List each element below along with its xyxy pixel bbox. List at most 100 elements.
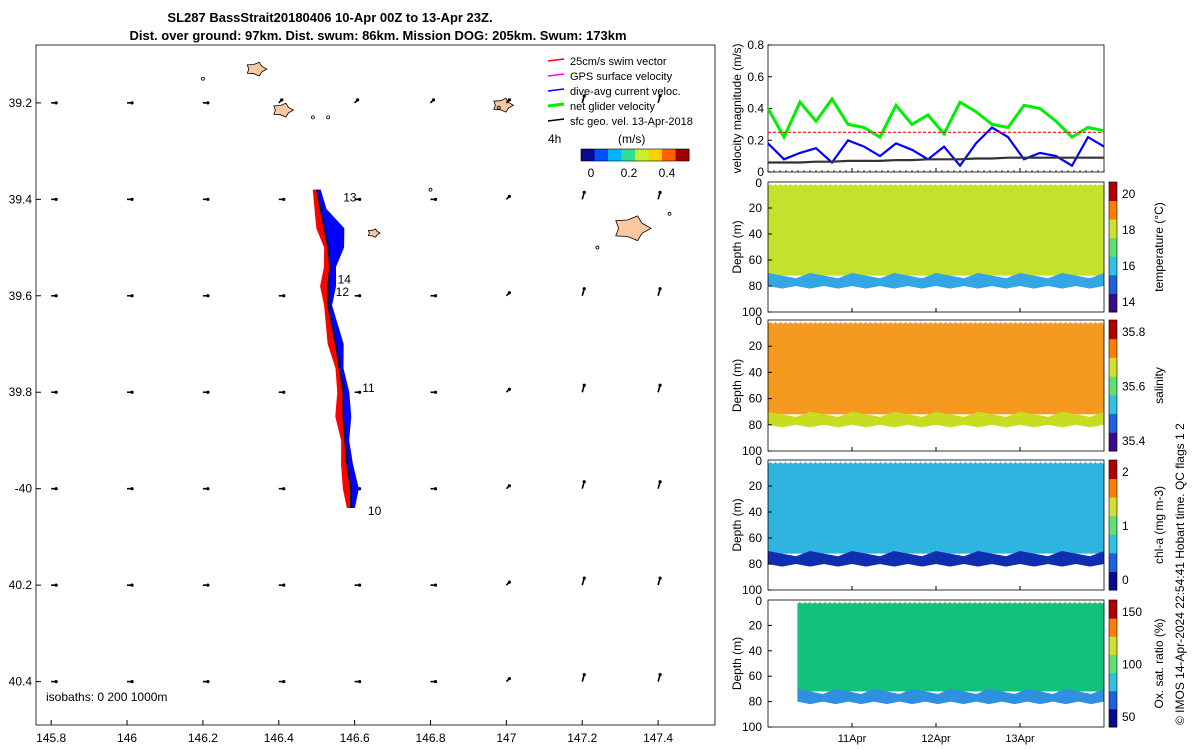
oxy-profile-scallop <box>814 598 820 604</box>
oxy-profile-scallop <box>989 598 995 604</box>
sal-ylabel: Depth (m) <box>730 359 744 412</box>
sal-profile-scallop <box>930 318 936 324</box>
chl-profile-scallop <box>915 458 921 464</box>
chl-profile-scallop <box>860 458 866 464</box>
geo-velocity-arrow-head <box>54 390 58 394</box>
sal-colorbar-segment <box>1109 338 1117 358</box>
chl-profile-scallop <box>1025 458 1031 464</box>
sal-y-tick-label: 40 <box>749 365 763 379</box>
map-y-tick-label: 39.8 <box>9 385 33 399</box>
chl-profile-scallop <box>805 458 811 464</box>
temp-profile-scallop <box>945 180 951 186</box>
sal-profile-scallop <box>970 318 976 324</box>
geo-velocity-arrow-head <box>54 583 58 587</box>
land-patch <box>273 102 295 118</box>
geo-velocity-arrow-head <box>433 197 438 201</box>
temp-profile-scallop <box>830 180 836 186</box>
temp-colorbar-segment <box>1109 182 1117 202</box>
colorbar-segment <box>662 149 676 161</box>
sal-profile-scallop <box>1040 318 1046 324</box>
oxy-y-tick-label: 20 <box>749 618 763 632</box>
chl-profile-scallop <box>985 458 991 464</box>
geo-velocity-arrow-head <box>54 679 58 684</box>
temp-profile-scallop <box>1070 180 1076 186</box>
colorbar-segment <box>635 149 649 161</box>
chl-profile-scallop <box>1055 458 1061 464</box>
geo-velocity-arrow-head <box>130 294 134 298</box>
chl-profile-scallop <box>840 458 846 464</box>
oxy-profile-scallop <box>974 598 980 604</box>
geo-velocity-arrow-head <box>206 101 210 105</box>
chl-profile-scallop <box>995 458 1001 464</box>
chl-profile-scallop <box>1065 458 1071 464</box>
chl-colorbar-segment <box>1109 515 1117 535</box>
colorbar-tick-label: 0.2 <box>621 166 638 180</box>
sal-profile-scallop <box>1050 318 1056 324</box>
temp-profile-scallop <box>800 180 806 186</box>
velocity-series-line <box>766 96 1105 141</box>
oxy-profile-scallop <box>1074 598 1080 604</box>
sal-colorbar-label: salinity <box>1152 367 1166 404</box>
geo-velocity-arrow-head <box>658 383 662 387</box>
oxy-profile-scallop <box>849 598 855 604</box>
temp-profile-scallop <box>1090 180 1096 186</box>
sal-profile-scallop <box>990 318 996 324</box>
sal-profile-scallop <box>1010 318 1016 324</box>
chl-profile-scallop <box>1090 458 1096 464</box>
chl-colorbar-segment <box>1109 571 1117 591</box>
temp-profile-scallop <box>970 180 976 186</box>
land-patch <box>246 61 268 77</box>
land-patch <box>615 215 652 242</box>
geo-velocity-arrow-head <box>582 190 586 194</box>
chl-profile-scallop <box>900 458 906 464</box>
chl-profile-scallop <box>1050 458 1056 464</box>
sal-profile-scallop <box>835 318 841 324</box>
chl-profile-scallop <box>895 458 901 464</box>
sal-profile-scallop <box>880 318 886 324</box>
sal-colorbar-segment <box>1109 413 1117 433</box>
sal-profile-scallop <box>805 318 811 324</box>
sal-profile-scallop <box>770 318 776 324</box>
temp-colorbar-segment <box>1109 256 1117 276</box>
geo-velocity-arrow-head <box>130 197 134 201</box>
temp-profile-scallop <box>860 180 866 186</box>
geo-velocity-arrow-head <box>130 390 134 394</box>
geo-velocity-arrow-head <box>582 672 586 677</box>
oxy-profile-scallop <box>954 598 960 604</box>
map-y-tick-label: -40 <box>15 482 33 496</box>
chl-profile-scallop <box>960 458 966 464</box>
chl-profile-scallop <box>1075 458 1081 464</box>
salinity-chart: 0 20 40 60 80 100 Depth (m) 35.4 35.6 35.8 salinit… <box>730 314 1166 458</box>
oxy-colorbar-segment <box>1109 672 1117 692</box>
velocity-series-line <box>768 156 1104 164</box>
temp-profile-scallop <box>1065 180 1071 186</box>
island-speck <box>595 245 600 250</box>
map-x-tick-label: 147.4 <box>643 731 673 745</box>
oxy-profile-scallop <box>969 598 975 604</box>
sal-colorbar-tick-label: 35.6 <box>1122 380 1146 394</box>
chl-colorbar-frame <box>1108 459 1118 591</box>
oxy-colorbar-segment <box>1109 600 1117 619</box>
track-day-label: 14 <box>338 273 352 287</box>
chl-profile-scallop <box>890 458 896 464</box>
geo-velocity-arrow-head <box>282 294 286 298</box>
isobaths-label: isobaths: 0 200 1000m <box>46 690 167 704</box>
temp-profile-scallop <box>1025 180 1031 186</box>
sal-profile-scallop <box>975 318 981 324</box>
temp-colorbar-tick-label: 16 <box>1122 259 1136 273</box>
oxy-y-tick-label: 100 <box>742 720 762 734</box>
sal-colorbar-tick-label: 35.8 <box>1122 325 1146 339</box>
temp-profile-scallop <box>825 180 831 186</box>
glider-track-blue-ribbon <box>316 189 359 508</box>
oxy-profile-scallop <box>924 598 930 604</box>
oxy-profile-scallop <box>1054 598 1060 604</box>
temp-profile-scallop <box>1015 180 1021 186</box>
chl-profile-scallop <box>1100 458 1106 464</box>
oxy-profile-scallop <box>1059 598 1065 604</box>
chl-y-tick-label: 100 <box>742 583 762 597</box>
chl-colorbar-segment <box>1109 478 1117 498</box>
sal-profile-scallop <box>775 318 781 324</box>
geo-velocity-arrow-head <box>358 390 362 394</box>
map-x-tick-label: 146.8 <box>415 731 445 745</box>
oxy-colorbar-segment <box>1109 618 1117 637</box>
